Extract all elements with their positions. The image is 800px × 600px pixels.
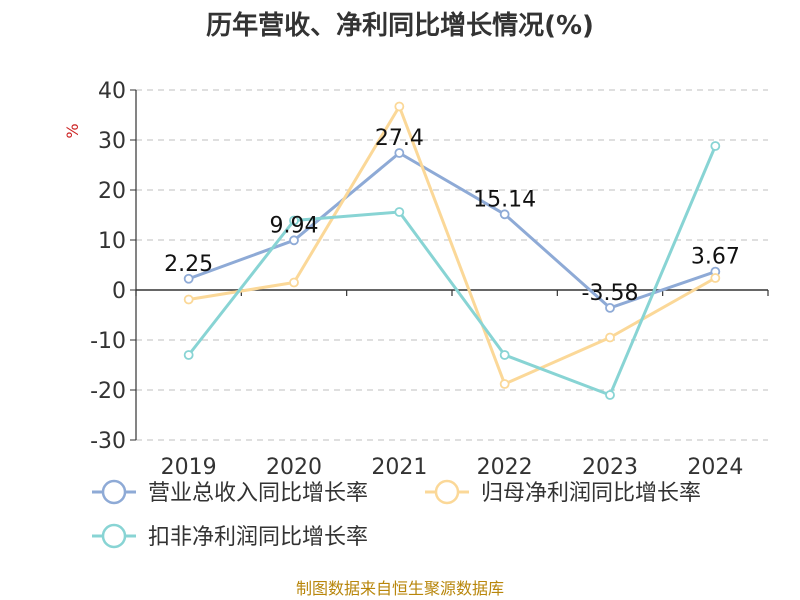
data-label: 2.25 xyxy=(164,252,213,277)
data-point xyxy=(289,235,299,246)
data-point xyxy=(710,273,721,283)
y-tick-label: 30 xyxy=(98,129,126,154)
x-tick-label: 2023 xyxy=(582,455,638,480)
x-tick-label: 2022 xyxy=(477,455,533,480)
x-tick-label: 2024 xyxy=(687,455,743,480)
series-line-2 xyxy=(188,105,717,386)
data-point xyxy=(605,302,615,313)
data-label: 9.94 xyxy=(270,213,319,238)
y-tick-label: 20 xyxy=(98,179,126,204)
data-point xyxy=(394,148,405,158)
data-point xyxy=(499,209,510,220)
data-point xyxy=(499,350,510,360)
legend-swatch-marker xyxy=(434,479,460,505)
legend-label: 归母净利润同比增长率 xyxy=(481,481,701,506)
x-tick-label: 2019 xyxy=(161,455,217,480)
data-point xyxy=(394,101,405,112)
series-line-3 xyxy=(187,145,717,397)
legend-label: 营业总收入同比增长率 xyxy=(148,481,368,506)
data-point xyxy=(394,207,405,217)
data-point xyxy=(499,379,510,389)
data-point xyxy=(710,141,721,151)
chart-title: 历年营收、净利同比增长情况(%) xyxy=(206,10,594,41)
y-axis-label: % xyxy=(63,123,82,138)
legend-swatch-marker xyxy=(101,479,127,505)
data-point xyxy=(289,215,299,226)
legend-label: 扣非净利润同比增长率 xyxy=(148,525,368,550)
data-point xyxy=(289,277,299,288)
x-tick-label: 2021 xyxy=(371,455,427,480)
data-labels: 2.25 9.94 27.4 15.14 -3.58 3.67 xyxy=(164,126,740,306)
series-lines xyxy=(183,101,721,400)
axes: 40 30 20 10 0 -10 -20 -30 2019 2020 2021 2022 2023 20… xyxy=(90,79,769,480)
series-line-1 xyxy=(188,151,716,310)
legend-item: 扣非净利润同比增长率 xyxy=(92,523,368,550)
legend-item: 营业总收入同比增长率 xyxy=(92,479,368,506)
legend-swatch-marker xyxy=(101,523,127,549)
legend-item: 归母净利润同比增长率 xyxy=(425,479,701,506)
data-label: 27.4 xyxy=(375,126,424,151)
x-tick-label: 2020 xyxy=(266,455,322,480)
data-point xyxy=(183,350,194,360)
y-tick-label: -10 xyxy=(90,329,126,354)
y-tick-label: -30 xyxy=(90,429,126,454)
data-point xyxy=(183,294,194,305)
data-point xyxy=(183,273,194,284)
data-point xyxy=(605,390,615,400)
data-label: 3.67 xyxy=(691,245,740,270)
y-tick-label: -20 xyxy=(90,379,126,404)
y-tick-label: 40 xyxy=(98,79,126,104)
gridlines xyxy=(136,89,768,441)
y-tick-label: 0 xyxy=(112,279,126,304)
data-label: -3.58 xyxy=(582,281,639,306)
data-point xyxy=(605,332,615,343)
data-label: 15.14 xyxy=(473,187,536,212)
y-tick-label: 10 xyxy=(98,229,126,254)
source-note: 制图数据来自恒生聚源数据库 xyxy=(296,579,504,598)
